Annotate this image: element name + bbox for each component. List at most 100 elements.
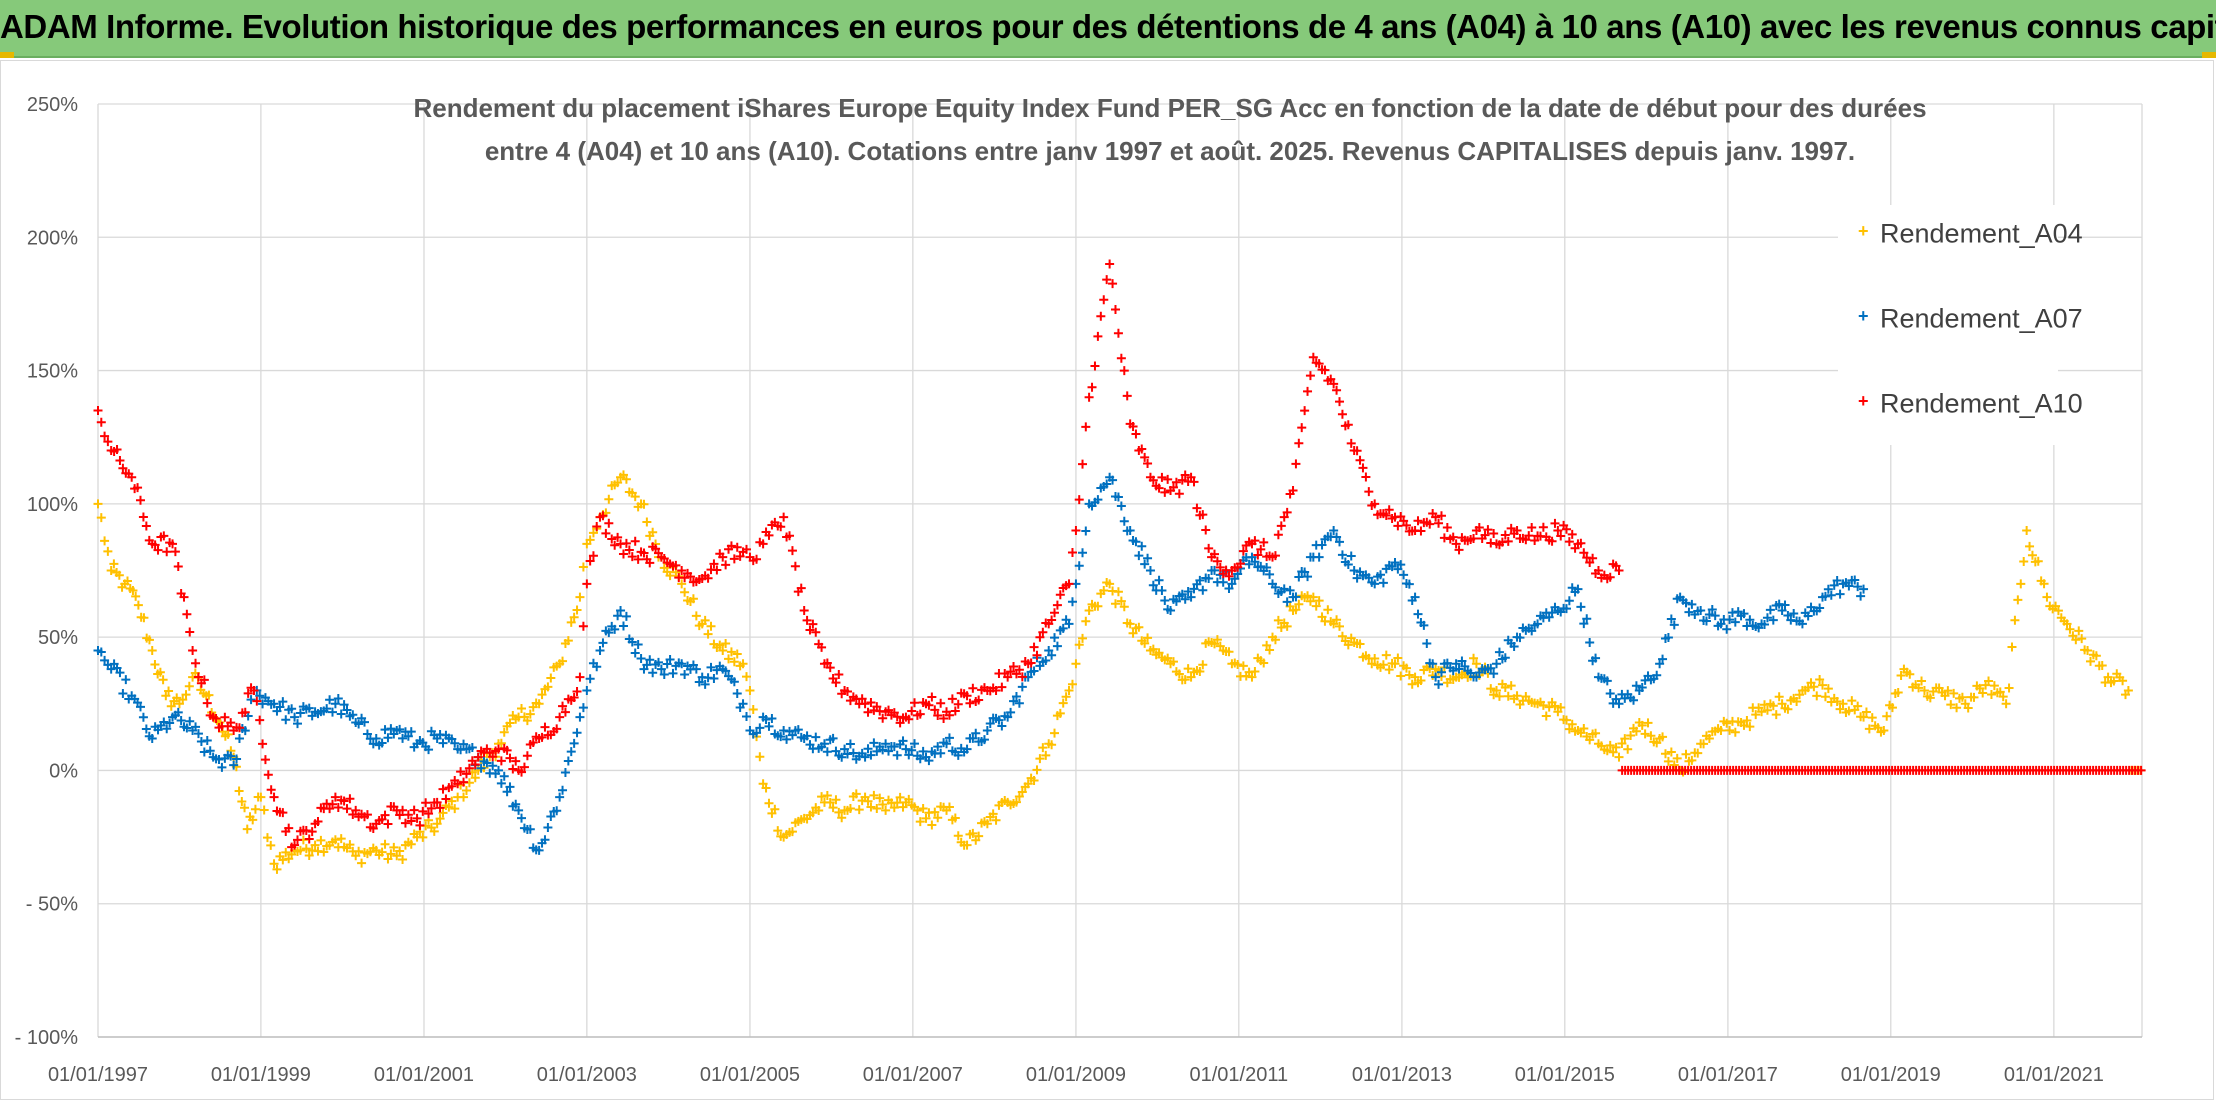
data-point [1343,420,1353,430]
data-point [266,785,276,795]
data-point [269,699,279,709]
data-point [787,827,797,837]
data-point [1538,522,1548,532]
data-point [505,753,515,763]
data-point [659,670,669,680]
data-point [924,756,934,766]
legend-item-a07: + Rendement_A07 [1858,302,2083,334]
data-point [112,445,122,455]
data-point [1506,681,1516,691]
data-point [1303,572,1313,582]
data-point [1105,579,1115,589]
data-point [1585,638,1595,648]
data-point [1401,663,1411,673]
data-point [645,655,655,665]
data-point [604,518,614,528]
data-point [281,715,291,725]
data-point [1768,615,1778,625]
data-point [1725,725,1735,735]
data-point [1166,605,1176,615]
data-point [1375,570,1385,580]
data-point [1265,569,1275,579]
data-point [1186,672,1196,682]
data-point [933,813,943,823]
data-point [1940,691,1950,701]
data-point [1454,545,1464,555]
data-point [1009,696,1019,706]
data-point [618,621,628,631]
data-point [1140,452,1150,462]
data-point [854,805,864,815]
data-point [1914,683,1924,693]
data-point [1905,669,1915,679]
data-point [1017,682,1027,692]
data-point [1218,577,1228,587]
data-point [718,552,728,562]
data-point [1074,640,1084,650]
data-point [1896,670,1906,680]
data-point [1751,710,1761,720]
data-point [732,689,742,699]
data-point [327,799,337,809]
data-point [857,694,867,704]
data-point [1329,526,1339,536]
data-point [1439,533,1449,543]
data-point [1576,602,1586,612]
data-point [122,576,132,586]
data-point [1390,558,1400,568]
data-point [1986,689,1996,699]
data-point [1969,692,1979,702]
data-point [141,521,151,531]
data-point [624,545,634,555]
data-point [840,744,850,754]
data-point [333,802,343,812]
data-point [1561,524,1571,534]
data-point [979,735,989,745]
data-point [752,728,762,738]
data-point [121,675,131,685]
data-point [237,796,247,806]
data-point [164,686,174,696]
x-tick-label: 01/01/2021 [2004,1064,2104,1086]
data-point [322,704,332,714]
data-point [569,738,579,748]
data-point [1500,682,1510,692]
data-point [193,672,203,682]
data-point [604,494,614,504]
data-point [910,698,920,708]
data-point [1113,328,1123,338]
data-point [1512,526,1522,536]
data-point [534,845,544,855]
data-point [234,723,244,733]
data-point [100,431,110,441]
data-point [1448,666,1458,676]
data-point [336,834,346,844]
data-point [555,712,565,722]
data-point [1760,620,1770,630]
data-point [1317,540,1327,550]
data-point [1934,683,1944,693]
data-point [304,850,314,860]
data-point [1370,579,1380,589]
data-point [1550,518,1560,528]
data-point [1198,510,1208,520]
data-point [1832,576,1842,586]
data-point [147,733,157,743]
data-point [1774,692,1784,702]
data-point [706,662,716,672]
data-point [178,695,188,705]
data-point [582,685,592,695]
data-point [135,495,145,505]
data-point [1486,684,1496,694]
data-point [488,752,498,762]
data-point [828,803,838,813]
data-point [901,744,911,754]
data-point [915,817,925,827]
data-point [1745,615,1755,625]
data-point [1128,628,1138,638]
data-point [811,627,821,637]
data-point [1023,779,1033,789]
data-point [1137,444,1147,454]
data-point [1108,279,1118,289]
data-point [1204,574,1214,584]
